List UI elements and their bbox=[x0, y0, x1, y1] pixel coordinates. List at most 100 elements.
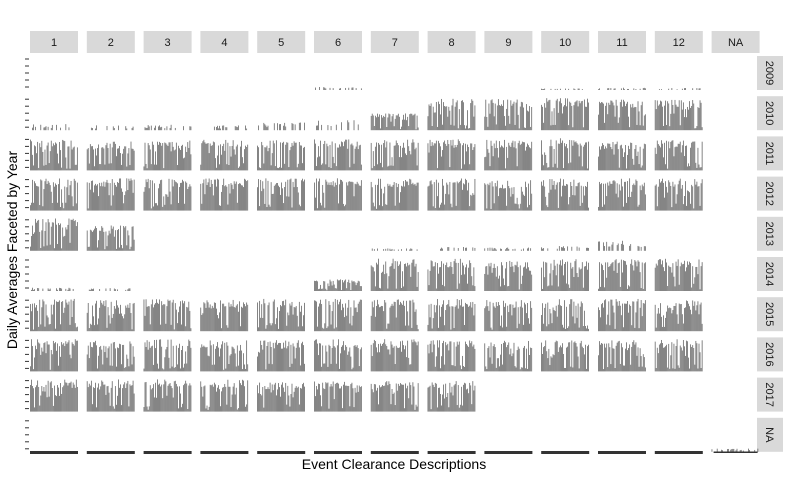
bar bbox=[317, 343, 318, 372]
bar bbox=[514, 203, 516, 211]
bar bbox=[217, 155, 218, 171]
bar bbox=[293, 307, 295, 332]
bar bbox=[637, 101, 639, 131]
bar bbox=[242, 185, 243, 211]
bar bbox=[210, 385, 212, 412]
bar bbox=[373, 249, 375, 251]
bar bbox=[470, 143, 472, 171]
bar bbox=[220, 348, 221, 372]
bar bbox=[641, 366, 643, 372]
bar bbox=[518, 208, 520, 211]
bar bbox=[402, 147, 403, 171]
bar bbox=[151, 388, 153, 412]
bar bbox=[66, 302, 68, 332]
bar bbox=[347, 185, 349, 211]
bar bbox=[451, 365, 453, 372]
bar bbox=[118, 229, 119, 251]
bar bbox=[557, 351, 559, 372]
bar bbox=[564, 263, 565, 291]
bar bbox=[427, 269, 429, 291]
bar bbox=[499, 188, 500, 211]
bar bbox=[395, 383, 397, 412]
bar bbox=[519, 106, 521, 131]
bar bbox=[168, 300, 170, 332]
bar bbox=[466, 344, 467, 372]
bar bbox=[302, 178, 303, 211]
bar bbox=[148, 341, 150, 372]
bar bbox=[87, 246, 89, 251]
bar bbox=[381, 188, 382, 211]
bar bbox=[641, 165, 643, 171]
bar bbox=[58, 387, 59, 412]
bar bbox=[32, 225, 33, 251]
bar bbox=[164, 379, 166, 412]
bar bbox=[271, 384, 273, 412]
bar bbox=[639, 88, 641, 90]
bar bbox=[56, 301, 57, 332]
bar bbox=[678, 303, 680, 332]
bar bbox=[497, 358, 499, 372]
bar bbox=[286, 325, 288, 332]
bar bbox=[230, 183, 232, 211]
bar bbox=[320, 343, 321, 372]
bar bbox=[541, 140, 542, 171]
bar bbox=[496, 358, 498, 372]
bar bbox=[161, 179, 163, 211]
bar bbox=[575, 101, 577, 131]
bar bbox=[515, 265, 517, 291]
bar bbox=[381, 305, 382, 332]
bar bbox=[690, 344, 692, 372]
bar bbox=[624, 89, 625, 90]
bar bbox=[466, 247, 467, 251]
bar bbox=[656, 265, 658, 291]
bar bbox=[149, 324, 151, 332]
bar bbox=[599, 101, 600, 131]
bar bbox=[452, 306, 454, 332]
bar bbox=[260, 394, 262, 412]
bar bbox=[332, 381, 334, 412]
bar bbox=[267, 387, 269, 412]
bar bbox=[262, 181, 264, 211]
bar bbox=[676, 194, 678, 211]
bar bbox=[206, 405, 208, 412]
bar bbox=[457, 139, 459, 171]
bar bbox=[295, 347, 297, 372]
bar bbox=[526, 313, 527, 332]
bar bbox=[222, 184, 224, 211]
bar bbox=[118, 379, 119, 412]
bar bbox=[467, 345, 468, 372]
bar bbox=[261, 141, 263, 171]
bar bbox=[257, 187, 258, 211]
bar bbox=[360, 347, 362, 372]
bar bbox=[169, 383, 171, 412]
row-strip-label-2013: 2013 bbox=[763, 222, 775, 246]
bar bbox=[602, 265, 603, 291]
bar bbox=[106, 386, 108, 412]
bar bbox=[494, 307, 496, 332]
bar bbox=[189, 341, 191, 372]
bar bbox=[571, 140, 573, 171]
bar bbox=[129, 302, 131, 332]
bar bbox=[655, 153, 657, 171]
bar bbox=[132, 126, 134, 131]
bar bbox=[176, 165, 178, 171]
bar bbox=[417, 272, 419, 291]
bar bbox=[42, 299, 44, 332]
bar bbox=[414, 183, 416, 211]
bar bbox=[529, 323, 530, 332]
bar bbox=[331, 285, 333, 291]
bar bbox=[65, 288, 67, 291]
bar bbox=[457, 248, 459, 251]
bar bbox=[749, 450, 750, 452]
bar bbox=[356, 141, 358, 171]
bar bbox=[130, 141, 132, 171]
bar bbox=[210, 308, 212, 332]
bar bbox=[36, 222, 37, 251]
bar bbox=[226, 127, 228, 131]
bar bbox=[506, 108, 508, 131]
bar bbox=[86, 381, 88, 412]
bar bbox=[460, 274, 462, 291]
bar bbox=[30, 139, 31, 171]
bar bbox=[617, 243, 619, 251]
bar bbox=[562, 324, 563, 332]
